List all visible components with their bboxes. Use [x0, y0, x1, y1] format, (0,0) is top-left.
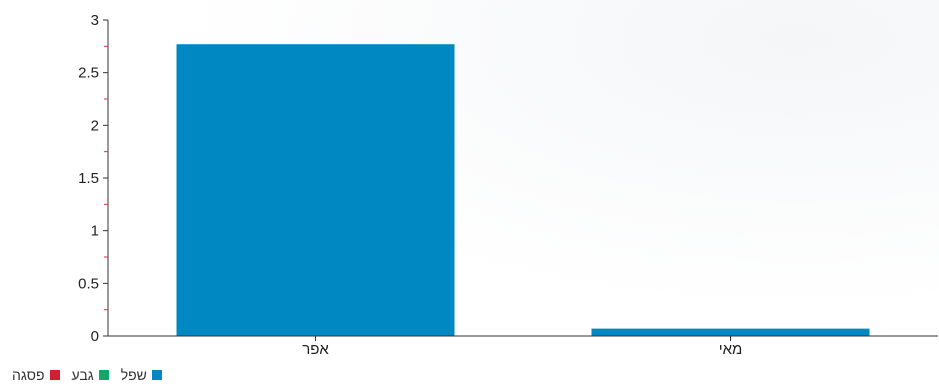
legend-item-series-1[interactable]: שפל	[121, 367, 162, 383]
legend-item-series-2[interactable]: גבע	[72, 367, 109, 383]
legend-label-series-3: פסגה	[12, 367, 45, 383]
x-tick-label: אפר	[302, 341, 329, 358]
bars	[176, 44, 870, 337]
legend-item-series-3[interactable]: פסגה	[12, 367, 60, 383]
legend: שפל גבע פסגה	[12, 367, 162, 383]
legend-label-series-2: גבע	[71, 367, 94, 383]
legend-swatch-series-3	[49, 370, 60, 380]
legend-label-series-1: שפל	[120, 367, 147, 383]
y-tick-label: 1.5	[78, 170, 99, 187]
x-axis: אפר מאי	[108, 335, 938, 358]
y-tick-label: 0.5	[78, 275, 99, 292]
x-tick-label: מאי	[719, 341, 743, 358]
y-tick-label: 2.5	[78, 65, 99, 82]
legend-swatch-series-1	[151, 370, 162, 380]
bar-2[interactable]	[591, 328, 870, 336]
y-tick-label: 3	[91, 12, 99, 29]
y-axis: 0 0.5 1 1.5 2 2.5 3	[78, 12, 109, 345]
y-tick-label: 2	[91, 117, 99, 134]
y-tick-label: 1	[91, 223, 99, 240]
y-tick-label: 0	[91, 328, 99, 345]
legend-swatch-series-2	[98, 370, 109, 380]
bar-1[interactable]	[176, 44, 455, 337]
